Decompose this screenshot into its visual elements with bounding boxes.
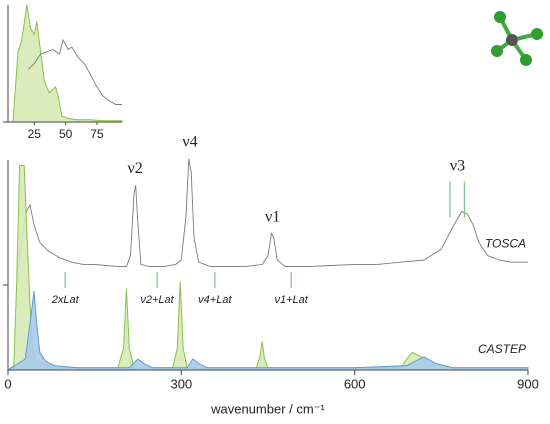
combination-label: ν2+Lat <box>140 294 174 306</box>
molecule-icon <box>491 11 543 66</box>
series-label: CASTEP <box>478 342 526 356</box>
combination-label: ν1+Lat <box>274 294 308 306</box>
x-tick-label: 0 <box>4 376 11 391</box>
mode-label: ν1 <box>265 208 280 225</box>
x-tick-label: 25 <box>28 127 42 141</box>
combination-label: 2xLat <box>51 294 80 306</box>
x-tick-label: 75 <box>90 127 104 141</box>
x-tick-label: 50 <box>59 127 73 141</box>
spectrum-area <box>12 4 123 123</box>
spectrum-line <box>17 158 528 272</box>
x-tick-label: 600 <box>344 376 366 391</box>
mode-label: ν3 <box>450 157 465 174</box>
series-label: TOSCA <box>485 236 526 250</box>
spectrum-line <box>27 38 122 105</box>
x-axis-label: wavenumber / cm⁻¹ <box>210 401 325 416</box>
mode-label: ν4 <box>182 133 197 150</box>
x-tick-label: 900 <box>517 376 539 391</box>
x-tick-label: 300 <box>170 376 192 391</box>
mode-label: ν2 <box>127 160 142 177</box>
spectrum-area <box>6 290 529 371</box>
combination-label: ν4+Lat <box>198 294 232 306</box>
